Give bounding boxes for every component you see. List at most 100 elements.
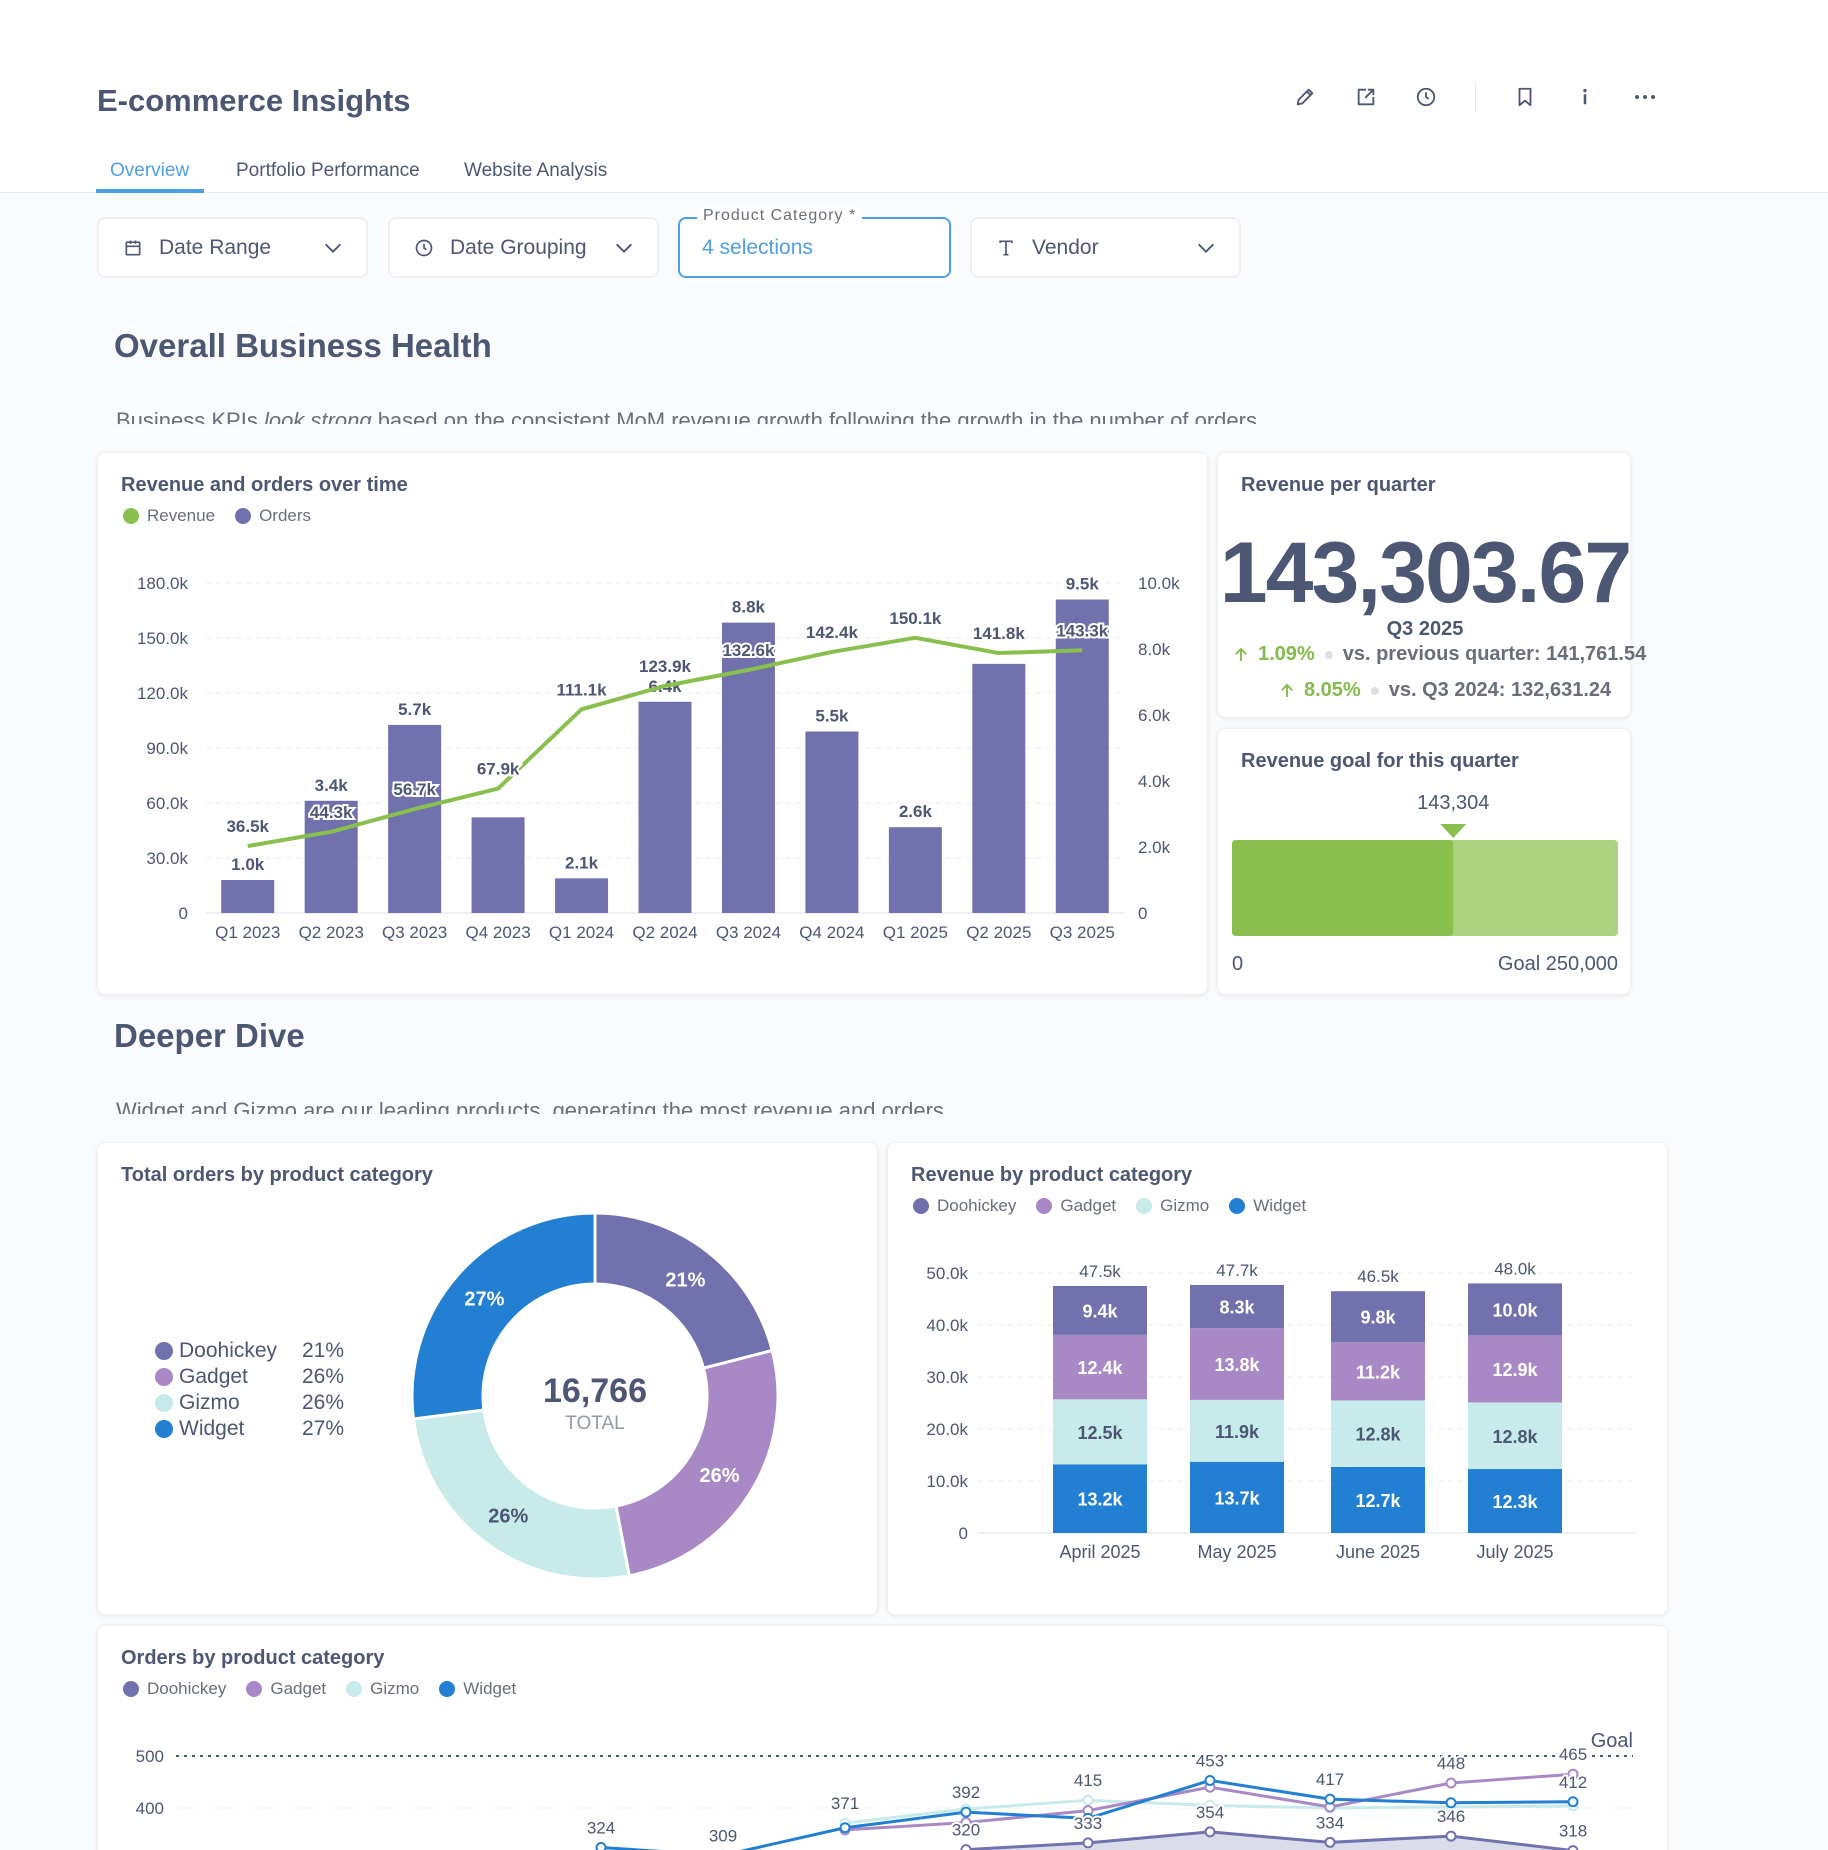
tab-portfolio-performance[interactable]: Portfolio Performance (236, 160, 420, 181)
bar-segment-doohickey (1190, 1284, 1284, 1329)
bookmark-icon[interactable] (1510, 82, 1540, 112)
bar-data-label: 8.8k (732, 598, 766, 617)
info-icon[interactable] (1570, 82, 1600, 112)
legend-dot (155, 1342, 173, 1360)
y-axis-left-tick: 180.0k (137, 574, 189, 593)
bar-data-label: 5.7k (398, 700, 432, 719)
x-axis-tick: April 2025 (1059, 1542, 1140, 1562)
more-icon[interactable] (1630, 82, 1660, 112)
pencil-icon[interactable] (1290, 82, 1320, 112)
data-point (1082, 1812, 1094, 1824)
product-category-filter[interactable]: 4 selections (678, 217, 951, 278)
bar-segment-label: 12.7k (1355, 1491, 1401, 1511)
bar-orders (888, 827, 942, 913)
vendor-label: Vendor (1032, 235, 1099, 259)
data-point (1204, 1826, 1216, 1838)
line-data-label: 67.9k (477, 760, 520, 779)
data-point (1445, 1777, 1457, 1789)
legend-value: 21% (302, 1339, 344, 1362)
tab-website-analysis[interactable]: Website Analysis (464, 160, 608, 181)
stacked-bar-chart: 0 10.0k 20.0k 30.0k 40.0k 50.0k 13.2k 12.5k 12.4… (926, 1259, 1635, 1562)
legend-label: Orders (259, 506, 312, 525)
section-subtitle-health: Business KPIs look strong based on the c… (116, 407, 1257, 424)
text-icon (994, 236, 1018, 260)
y-axis-left-tick: 90.0k (146, 739, 188, 758)
legend-item-revenue[interactable]: Revenue (123, 506, 215, 526)
section-title-health: Overall Business Health (114, 327, 492, 364)
bar-segment-label: 12.3k (1492, 1492, 1538, 1512)
x-axis-tick: Q3 2023 (382, 923, 447, 942)
bar-orders (304, 800, 358, 913)
data-point (1324, 1793, 1336, 1805)
data-label: 453 (1196, 1751, 1224, 1770)
donut-slice-label: 27% (464, 1288, 504, 1310)
data-label: 415 (1074, 1771, 1102, 1790)
legend-label: Widget (179, 1417, 245, 1440)
x-axis-tick: Q4 2024 (799, 923, 864, 942)
line-data-label: 132.6k (722, 641, 775, 660)
chevron-down-icon (613, 237, 635, 259)
date-grouping-filter[interactable]: Date Grouping (388, 217, 659, 278)
bar-segment-label: 11.9k (1215, 1422, 1260, 1442)
legend-label: Widget (1253, 1196, 1307, 1215)
legend-value: 27% (302, 1417, 344, 1440)
bar-orders (471, 817, 525, 913)
progress-min-label: 0 (1232, 953, 1243, 975)
legend-dot (155, 1394, 173, 1412)
kpi-value: 143,303.67 (1219, 525, 1632, 621)
legend-item-doohickey[interactable]: Doohickey (913, 1196, 1016, 1216)
revenue-orders-card: Revenue and orders over time Revenue Ord… (97, 452, 1208, 995)
line-chart: 400 500 Goal 324 309 371 392 320 415 333 453 354 417… (136, 1730, 1633, 1850)
bar-segment-label: 13.7k (1214, 1488, 1260, 1508)
bar-segment-gadget (1053, 1334, 1147, 1400)
history-icon[interactable] (1411, 82, 1441, 112)
comparison-separator (1370, 686, 1379, 695)
legend-item-widget[interactable]: Widget (439, 1679, 516, 1699)
data-point (960, 1806, 972, 1818)
x-axis-tick: Q2 2025 (966, 923, 1031, 942)
bar-data-label: 3.4k (315, 776, 349, 795)
legend-dot (123, 1681, 139, 1697)
legend-item-gizmo[interactable]: Gizmo (1136, 1196, 1209, 1216)
legend-item-orders[interactable]: Orders (235, 506, 311, 526)
bar-segment-doohickey (1053, 1286, 1147, 1335)
bar-segment-widget (1331, 1466, 1425, 1533)
x-axis-tick: Q1 2023 (215, 923, 280, 942)
legend-item-gizmo[interactable]: Gizmo (346, 1679, 419, 1699)
x-axis-tick: Q3 2024 (716, 923, 781, 942)
legend-item-gadget[interactable]: Gadget (1036, 1196, 1116, 1216)
section-title-deeper: Deeper Dive (114, 1017, 305, 1054)
orders-by-category-card: Total orders by product category 21% 26% 2… (97, 1142, 878, 1615)
data-point (1445, 1797, 1457, 1809)
date-range-label: Date Range (159, 235, 272, 259)
share-icon[interactable] (1351, 82, 1381, 112)
bar-segment-doohickey (1331, 1291, 1425, 1343)
legend-item-doohickey[interactable]: Doohickey (123, 1679, 226, 1699)
data-label: 309 (709, 1826, 737, 1845)
data-label: 412 (1559, 1773, 1587, 1792)
data-point (839, 1822, 851, 1834)
bar-segment-widget (1468, 1469, 1562, 1533)
vendor-filter[interactable]: Vendor (970, 217, 1241, 278)
bar-orders (388, 724, 442, 913)
bar-data-label: 2.6k (899, 802, 933, 821)
legend-label: Gadget (270, 1679, 327, 1698)
section-subtitle-deeper: Widget and Gizmo are our leading product… (116, 1098, 944, 1114)
data-point (1567, 1768, 1579, 1780)
arrow-up-icon (1281, 683, 1293, 697)
legend-label: Widget (463, 1679, 517, 1698)
legend-dot (235, 508, 252, 524)
comparison-separator (1324, 650, 1333, 659)
bar-segment-doohickey (1468, 1283, 1562, 1336)
bar-segment-label: 12.8k (1492, 1427, 1538, 1447)
bar-total-label: 48.0k (1494, 1259, 1536, 1278)
date-range-filter[interactable]: Date Range (97, 217, 368, 278)
legend-dot (439, 1681, 456, 1697)
x-axis-tick: Q2 2024 (632, 923, 697, 942)
legend-item-gadget[interactable]: Gadget (246, 1679, 326, 1699)
legend-item-widget[interactable]: Widget (1229, 1196, 1306, 1216)
legend-label: Gizmo (179, 1391, 240, 1414)
bar-orders (555, 878, 609, 913)
x-axis-tick: Q4 2023 (465, 923, 530, 942)
tab-overview[interactable]: Overview (110, 160, 190, 181)
